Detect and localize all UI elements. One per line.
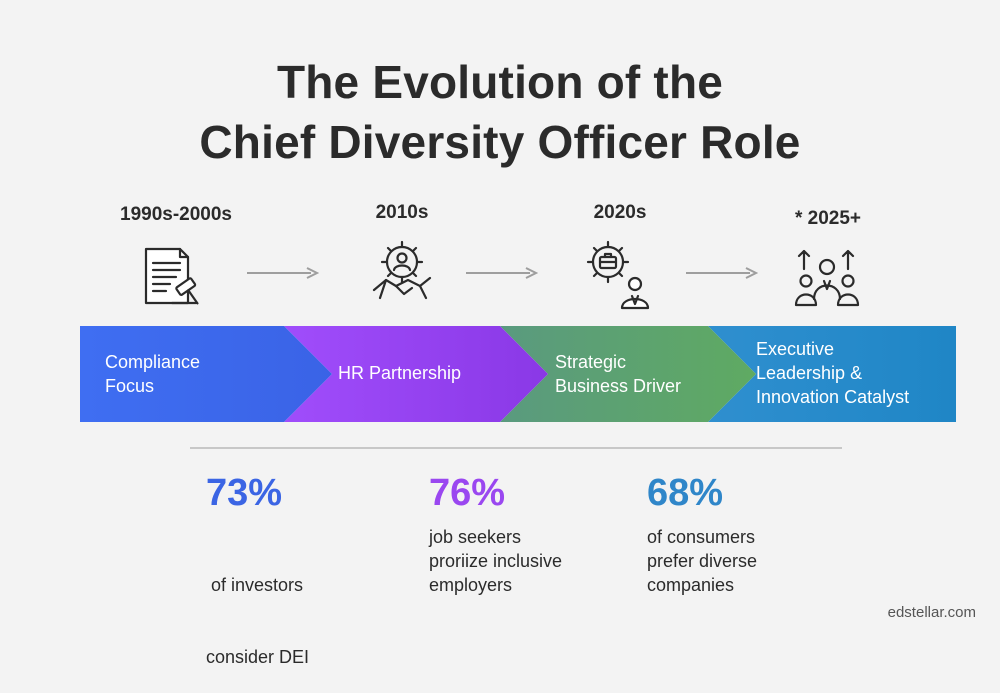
stat-text-line: employers — [429, 575, 513, 595]
stat-value-job-seekers: 76% — [429, 472, 506, 514]
chevron-stage-2 — [284, 326, 548, 422]
leadership-team-icon — [790, 243, 870, 313]
stat-text-line: prefer diverse — [647, 551, 758, 571]
chevron-stage-1 — [80, 326, 332, 422]
connector-arrow-1 — [247, 266, 320, 279]
stat-text-investors: of investors consider DEI — [206, 525, 309, 693]
connector-arrow-2 — [466, 266, 539, 279]
stat-text-line: of consumers — [647, 527, 756, 547]
gear-briefcase-person-icon — [578, 238, 658, 310]
chevron-stage-3 — [500, 326, 756, 422]
stage-label-executive: Executive Leadership & Innovation Cataly… — [756, 337, 909, 409]
chevron-stage-4 — [708, 326, 956, 422]
stage-label-line: Strategic — [555, 352, 627, 372]
stat-text-line: consider DEI — [206, 647, 310, 667]
stat-text-line: of investors — [206, 575, 304, 595]
era-label-4: * 2025+ — [794, 208, 862, 229]
stat-value-investors: 73% — [206, 472, 283, 514]
stage-label-hr-partnership: HR Partnership — [338, 361, 461, 385]
stat-text-line: job seekers — [429, 527, 522, 547]
gear-handshake-icon — [362, 238, 442, 308]
stage-label-line: Compliance — [105, 352, 201, 372]
era-label-1: 1990s-2000s — [120, 204, 232, 225]
stage-label-strategic: Strategic Business Driver — [555, 350, 681, 398]
stage-label-line: Executive — [756, 339, 835, 359]
stage-label-compliance: Compliance Focus — [105, 350, 200, 398]
timeline-chevron-band — [80, 326, 956, 422]
stage-label-line: HR Partnership — [338, 363, 462, 383]
title-line-2: Chief Diversity Officer Role — [199, 116, 801, 168]
document-gavel-icon — [136, 243, 216, 313]
brand-watermark: edstellar.com — [887, 604, 976, 621]
title-line-1: The Evolution of the — [276, 56, 724, 108]
stage-label-line: Focus — [105, 376, 155, 396]
stat-text-consumers: of consumers prefer diverse companies — [647, 525, 757, 597]
era-label-2: 2010s — [375, 202, 429, 223]
era-label-3: 2020s — [593, 202, 647, 223]
divider — [190, 447, 842, 449]
stat-text-line: proriize inclusive — [429, 551, 563, 571]
stat-text-line: companies — [647, 575, 735, 595]
stat-text-job-seekers: job seekers proriize inclusive employers — [429, 525, 562, 597]
page-title: The Evolution of the Chief Diversity Off… — [0, 52, 1000, 172]
connector-arrow-3 — [686, 266, 759, 279]
stage-label-line: Leadership & — [756, 363, 863, 383]
stat-value-consumers: 68% — [647, 472, 724, 514]
stage-label-line: Business Driver — [555, 376, 682, 396]
stage-label-line: Innovation Catalyst — [756, 387, 910, 407]
